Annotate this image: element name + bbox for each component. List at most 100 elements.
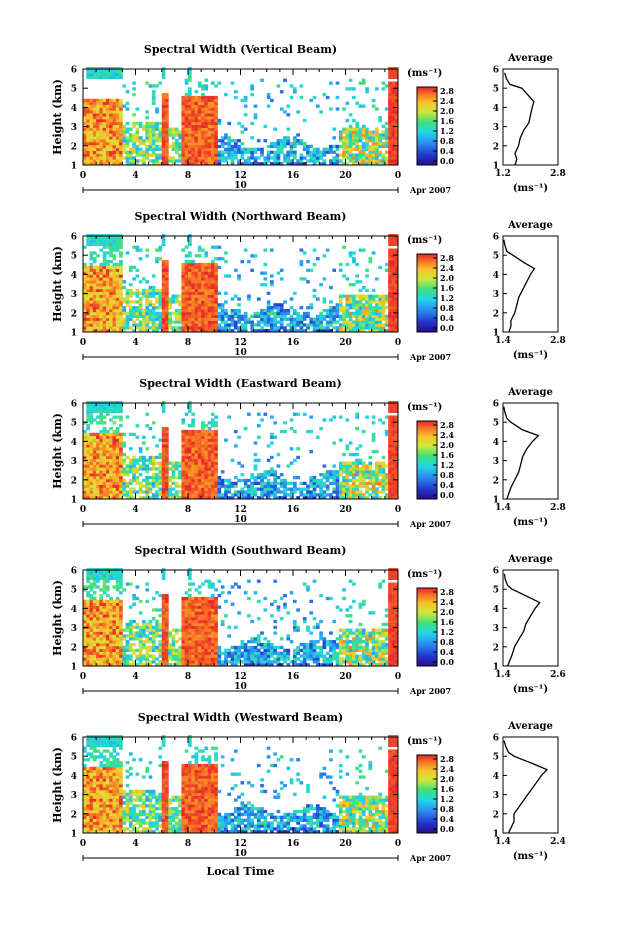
heatmap-cell [280,148,284,151]
heatmap-cell [277,315,281,318]
heatmap-cell [113,473,117,476]
heatmap-cell [185,315,189,318]
heatmap-cell [382,156,386,159]
heatmap-cell [368,487,372,490]
colorbar-tick-label: 2.8 [440,86,454,96]
heatmap-cell [109,462,113,465]
heatmap-cell [368,309,372,312]
heatmap-cell [106,490,110,493]
heatmap-cell [139,482,143,485]
heatmap-cell [155,473,159,476]
heatmap-cell [181,153,185,156]
heatmap-cell [385,433,389,436]
heatmap-cell [116,283,120,286]
heatmap-cell [388,125,392,128]
colorbar [417,421,437,499]
heatmap-cell [326,470,330,473]
heatmap-cell [181,441,185,444]
heatmap-cell [316,315,320,318]
heatmap-cell [116,430,120,433]
heatmap-cell [109,309,113,312]
heatmap-cell [103,243,107,246]
heatmap-cell [158,246,162,249]
heatmap-cell [270,145,274,148]
heatmap-cell [113,237,117,240]
heatmap-cell [172,476,176,479]
heatmap-cell [316,320,320,323]
heatmap-cell [372,318,376,321]
heatmap-cell [286,156,290,159]
heatmap-cell [99,485,103,488]
heatmap-cell [349,485,353,488]
heatmap-cell [96,603,100,606]
heatmap-cell [185,450,189,453]
heatmap-cell [244,315,248,318]
heatmap-cell [103,105,107,108]
heatmap-cell [149,487,153,490]
heatmap-cell [388,260,392,263]
heatmap-cell [378,295,382,298]
heatmap-cell [270,487,274,490]
heatmap-cell [385,107,389,110]
heatmap-cell [355,490,359,493]
heatmap-cell [336,473,340,476]
heatmap-cell [93,479,97,482]
heatmap-cell [214,269,218,272]
heatmap-cell [273,128,277,131]
heatmap-cell [165,283,169,286]
heatmap-cell [132,459,136,462]
heatmap-cell [99,418,103,421]
heatmap-cell [106,130,110,133]
heatmap-cell [336,81,340,84]
heatmap-cell [211,122,215,125]
heatmap-cell [86,571,90,574]
x-tick-label: 0 [395,505,401,515]
heatmap-cell [83,637,87,640]
heatmap-cell [300,277,304,280]
heatmap-cell [162,133,166,136]
heatmap-cell [136,246,140,249]
heatmap-cell [244,312,248,315]
heatmap-cell [204,439,208,442]
heatmap-cell [352,487,356,490]
heatmap-cell [116,130,120,133]
heatmap-cell [388,453,392,456]
heatmap-cell [296,139,300,142]
heatmap-cell [185,309,189,312]
heatmap-cell [129,326,133,329]
heatmap-cell [103,269,107,272]
heatmap-cell [214,444,218,447]
heatmap-cell [355,142,359,145]
heatmap-cell [103,286,107,289]
heatmap-cell [96,439,100,442]
heatmap-cell [132,87,136,90]
heatmap-cell [195,254,199,257]
heatmap-cell [391,119,395,122]
heatmap-cell [106,309,110,312]
heatmap-cell [142,462,146,465]
heatmap-cell [191,462,195,465]
heatmap-cell [342,309,346,312]
heatmap-cell [119,130,123,133]
heatmap-cell [142,320,146,323]
heatmap-cell [99,315,103,318]
heatmap-cell [201,263,205,266]
heatmap-cell [336,312,340,315]
heatmap-cell [293,318,297,321]
y-tick-label: 6 [71,400,77,410]
heatmap-cell [93,433,97,436]
heatmap-cell [103,450,107,453]
heatmap-cell [339,297,343,300]
heatmap-cell [313,490,317,493]
heatmap-cell [241,142,245,145]
heatmap-cell [99,274,103,277]
heatmap-cell [86,424,90,427]
heatmap-cell [352,464,356,467]
heatmap-cell [158,130,162,133]
heatmap-cell [365,297,369,300]
heatmap-cell [132,467,136,470]
colorbar-tick-label: 0.0 [440,323,454,333]
heatmap-cell [368,479,372,482]
heatmap-cell [113,410,117,413]
